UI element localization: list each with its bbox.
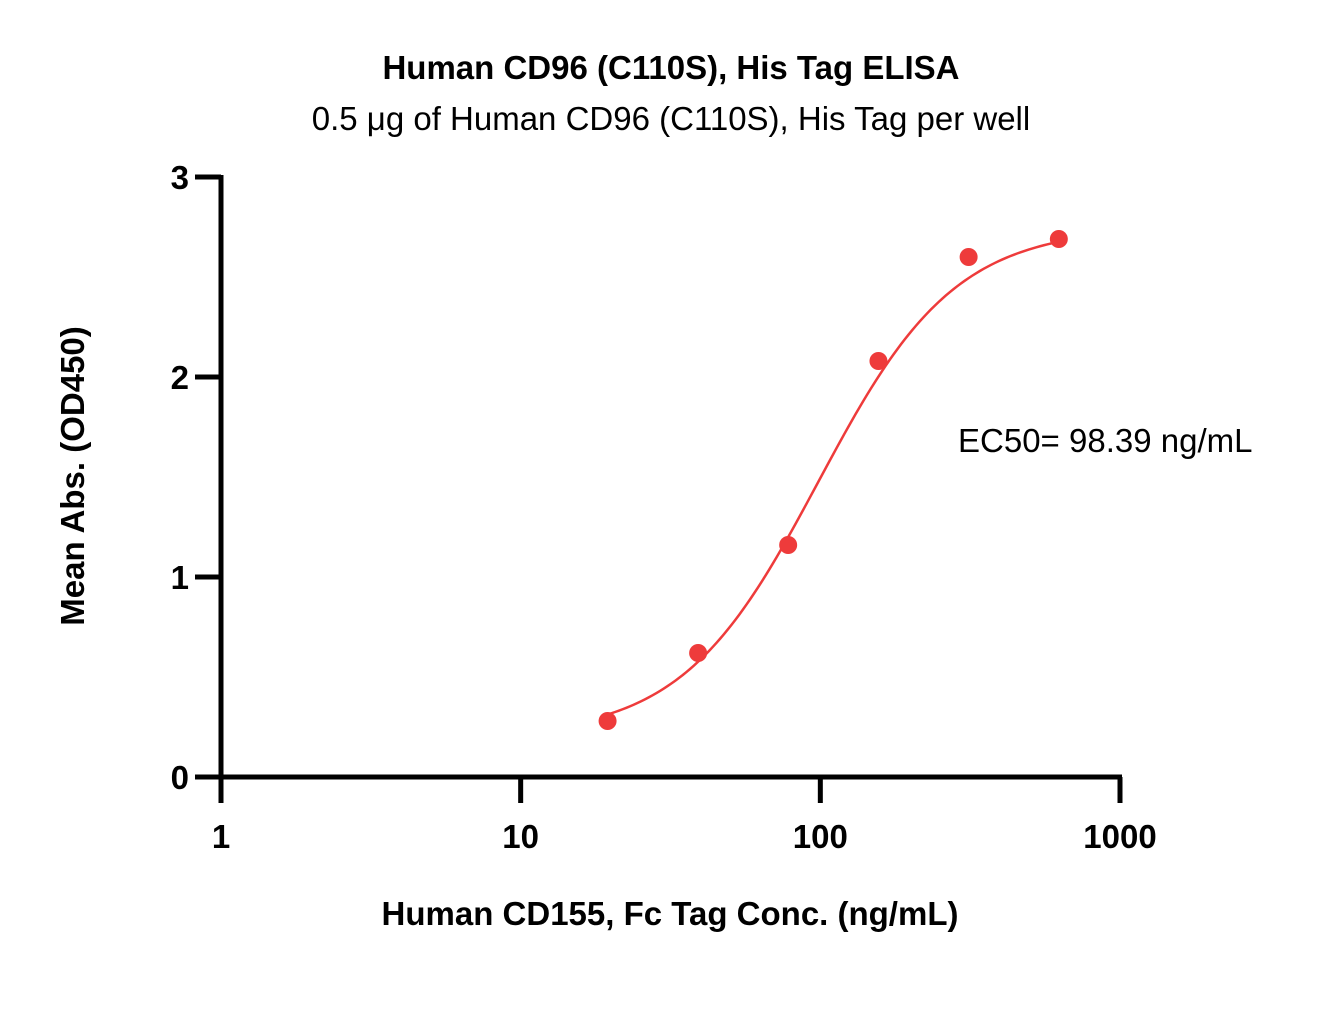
data-point xyxy=(689,644,708,662)
x-axis: 1 10 100 1000 xyxy=(212,774,1157,855)
y-tick-label: 0 xyxy=(171,759,189,796)
plot-area xyxy=(598,230,1068,730)
x-tick-label: 1000 xyxy=(1083,818,1156,855)
data-points xyxy=(598,230,1068,730)
x-axis-label: Human CD155, Fc Tag Conc. (ng/mL) xyxy=(382,895,959,932)
data-point xyxy=(1049,230,1068,248)
data-point xyxy=(779,536,798,554)
chart-subtitle: 0.5 μg of Human CD96 (C110S), His Tag pe… xyxy=(312,100,1030,137)
x-tick-label: 10 xyxy=(502,818,539,855)
y-tick-label: 3 xyxy=(171,159,189,196)
y-tick-label: 1 xyxy=(171,559,189,596)
fit-curve xyxy=(607,240,1060,716)
x-tick-label: 1 xyxy=(212,818,230,855)
ec50-annotation: EC50= 98.39 ng/mL xyxy=(958,422,1252,459)
chart-title: Human CD96 (C110S), His Tag ELISA xyxy=(382,49,959,86)
data-point xyxy=(869,352,888,370)
y-tick-label: 2 xyxy=(171,359,189,396)
data-point xyxy=(959,248,978,266)
x-tick-label: 100 xyxy=(793,818,848,855)
y-axis-label: Mean Abs. (OD450) xyxy=(54,326,91,626)
y-axis: 0 1 2 3 xyxy=(171,159,224,796)
data-point xyxy=(598,712,617,730)
